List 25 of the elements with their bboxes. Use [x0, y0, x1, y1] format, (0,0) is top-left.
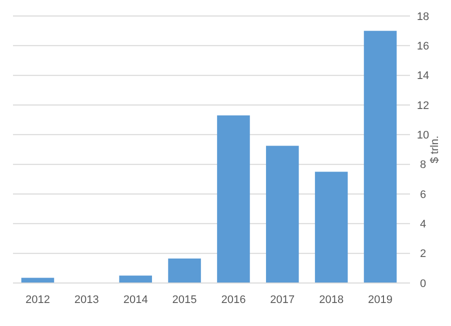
x-tick-label: 2015 [172, 294, 197, 306]
x-tick-label: 2017 [270, 294, 295, 306]
y-tick-label: 16 [416, 40, 430, 53]
x-tick-label: 2019 [368, 294, 393, 306]
y-tick-label: 4 [420, 218, 426, 231]
bar [314, 172, 348, 283]
y-axis-title: $ trln. [429, 136, 441, 164]
x-tick-label: 2014 [123, 294, 148, 306]
x-tick-label: 2012 [25, 294, 50, 306]
x-tick-label: 2013 [74, 294, 99, 306]
y-tick-label: 18 [416, 10, 430, 23]
y-tick-label: 0 [420, 278, 426, 290]
bar [119, 276, 152, 283]
y-tick-label: 10 [416, 130, 430, 142]
bar [266, 146, 299, 283]
y-tick-label: 2 [420, 248, 426, 260]
y-tick-label: 6 [420, 188, 426, 201]
y-tick-label: 12 [416, 100, 430, 112]
y-tick-label: 14 [416, 70, 430, 82]
y-tick-label: 8 [420, 159, 426, 172]
bar [217, 115, 250, 283]
bar [168, 258, 201, 283]
x-tick-label: 2016 [221, 294, 246, 306]
bar [364, 30, 397, 283]
x-tick-label: 2018 [319, 294, 344, 306]
